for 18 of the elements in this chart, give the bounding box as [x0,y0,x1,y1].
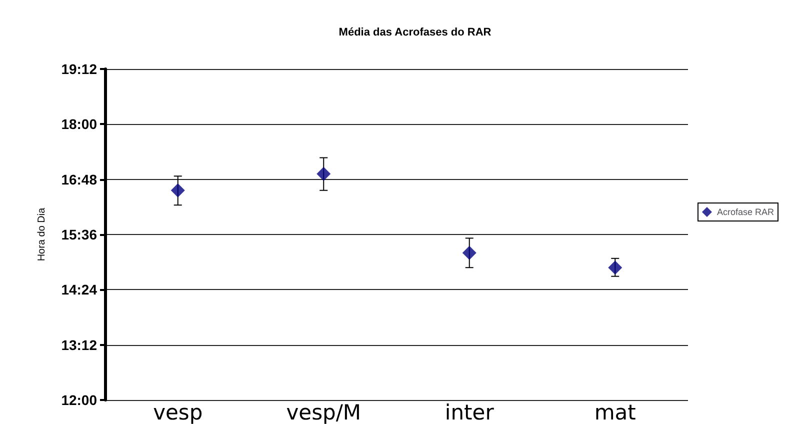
y-tick-label: 12:00 [61,392,98,408]
chart-title: Média das Acrofases do RAR [338,26,492,38]
y-axis-title: Hora do Dia [36,207,48,262]
x-tick-label: inter [444,400,494,424]
legend-label: Acrofase RAR [716,207,774,217]
x-tick-label: vesp/M [286,400,362,424]
point [316,166,331,181]
point [170,183,185,198]
y-tick-label: 19:12 [61,61,98,77]
y-tick-label: 13:12 [61,336,98,353]
x-tick-label: vesp [153,400,203,424]
y-tick-label: 18:00 [61,116,98,132]
y-tick-label: 15:36 [61,226,98,242]
y-tick-label: 14:24 [61,282,98,298]
x-tick-label: mat [594,400,636,424]
y-tick-label: 16:48 [61,171,98,188]
point [462,246,476,260]
point [608,260,622,275]
